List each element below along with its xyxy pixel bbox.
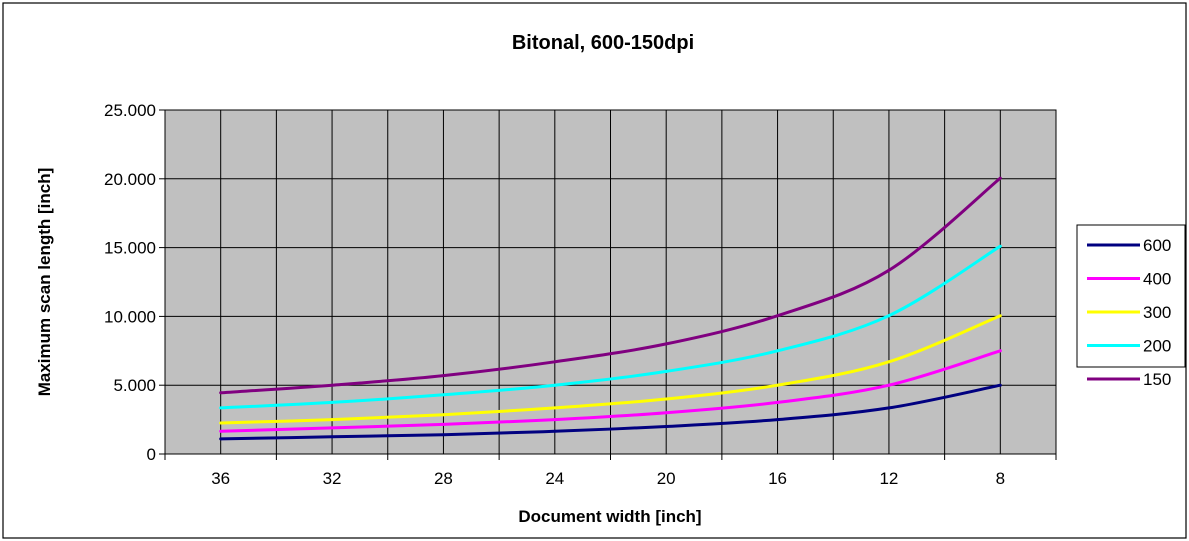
y-tick-label: 5.000 — [113, 376, 156, 395]
data-point-150 — [887, 268, 891, 272]
data-point-150 — [330, 383, 334, 387]
series-line-200 — [220, 244, 1002, 410]
data-point-200 — [441, 393, 445, 397]
data-point-400 — [776, 400, 780, 404]
data-point-200 — [776, 349, 780, 353]
x-tick-label: 36 — [211, 469, 230, 488]
data-point-150 — [776, 314, 780, 318]
data-point-600 — [330, 435, 334, 439]
data-point-150 — [441, 374, 445, 378]
data-point-600 — [553, 429, 557, 433]
data-point-200 — [553, 383, 557, 387]
x-axis-title: Document width [inch] — [518, 507, 701, 526]
series-line-300 — [220, 314, 1001, 425]
grid-lines — [165, 110, 1056, 454]
series-line-400 — [220, 349, 1001, 433]
y-tick-label: 10.000 — [104, 307, 156, 326]
y-axis-ticks: 0 5.000 10.000 15.000 20.000 25.000 — [104, 101, 165, 464]
x-axis-ticks: 36 32 28 24 20 16 12 8 — [164, 454, 1057, 488]
data-point-150 — [553, 360, 557, 364]
y-tick-label: 15.000 — [104, 239, 156, 258]
x-tick-label: 12 — [879, 469, 898, 488]
legend-box — [1076, 224, 1186, 368]
data-point-300 — [776, 383, 780, 387]
data-point-600 — [664, 424, 668, 428]
data-point-600 — [998, 383, 1002, 387]
data-point-400 — [219, 429, 223, 433]
data-point-300 — [441, 413, 445, 417]
data-point-300 — [553, 406, 557, 410]
legend: 600 400 300 200 150 — [1087, 236, 1171, 389]
y-tick-label: 25.000 — [104, 101, 156, 120]
data-point-150 — [664, 342, 668, 346]
data-point-400 — [664, 411, 668, 415]
data-point-200 — [219, 406, 223, 410]
data-point-600 — [887, 406, 891, 410]
y-tick-label: 20.000 — [104, 170, 156, 189]
series-line-600 — [220, 383, 1001, 441]
data-point-200 — [998, 244, 1002, 248]
data-point-600 — [441, 433, 445, 437]
y-tick-label: 0 — [147, 445, 156, 464]
legend-label-600: 600 — [1143, 236, 1171, 255]
data-point-300 — [887, 360, 891, 364]
x-tick-label: 16 — [768, 469, 787, 488]
data-point-400 — [998, 349, 1002, 353]
data-point-400 — [887, 383, 891, 387]
chart-title: Bitonal, 600-150dpi — [512, 32, 694, 54]
x-tick-label: 8 — [996, 469, 1005, 488]
data-point-300 — [998, 314, 1002, 318]
legend-label-200: 200 — [1143, 337, 1171, 356]
legend-label-300: 300 — [1143, 303, 1171, 322]
legend-label-150: 150 — [1143, 370, 1171, 389]
data-point-400 — [441, 422, 445, 426]
data-point-200 — [887, 314, 891, 318]
data-point-600 — [776, 418, 780, 422]
legend-label-400: 400 — [1143, 270, 1171, 289]
data-point-300 — [219, 421, 223, 425]
x-tick-label: 24 — [545, 469, 564, 488]
x-tick-label: 32 — [323, 469, 342, 488]
data-point-400 — [553, 418, 557, 422]
data-point-300 — [330, 418, 334, 422]
data-point-150 — [998, 176, 1002, 180]
data-point-200 — [664, 369, 668, 373]
data-point-150 — [219, 391, 223, 395]
series-lines — [219, 176, 1002, 441]
data-point-600 — [219, 437, 223, 441]
data-point-400 — [330, 426, 334, 430]
x-tick-label: 20 — [657, 469, 676, 488]
data-point-300 — [664, 397, 668, 401]
x-tick-label: 28 — [434, 469, 453, 488]
data-point-200 — [330, 400, 334, 404]
y-axis-title: Maximum scan length [inch] — [35, 168, 54, 397]
